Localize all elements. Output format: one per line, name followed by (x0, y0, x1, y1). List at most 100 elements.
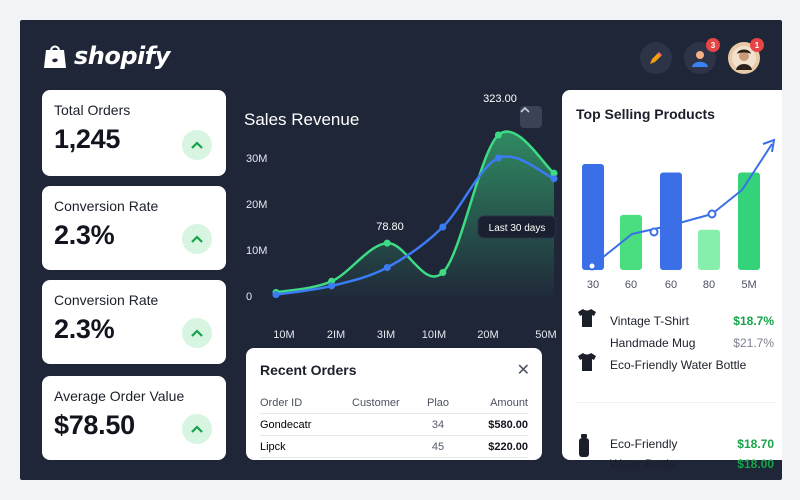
tshirt-icon (576, 308, 602, 334)
col-order-id: Order ID (260, 396, 303, 409)
metric-value: 2.3% (54, 314, 115, 344)
sales-title: Sales Revenue (244, 110, 360, 129)
data-point[interactable] (272, 291, 280, 299)
product-item[interactable]: Handmade Mug $21.7% (576, 330, 774, 356)
notification-badge: 3 (706, 38, 720, 52)
trend-point (649, 227, 659, 237)
bottle-icon (576, 434, 602, 460)
trend-point (587, 261, 597, 271)
brand-name: shopify (74, 42, 170, 70)
trend-line (591, 143, 773, 267)
table-row[interactable]: Gondecatr 34 $580.00 (260, 414, 528, 436)
series-area (276, 131, 554, 296)
product-bar[interactable] (620, 214, 642, 270)
product-value-line: $18.00 (737, 457, 774, 471)
metric-card-conversion-rate-2[interactable]: Conversion Rate 2.3% (42, 280, 226, 364)
trend-up-icon (182, 224, 212, 254)
range-pill[interactable] (477, 215, 557, 239)
product-item[interactable]: Eco-Friendly Water Bottle (576, 352, 780, 378)
bar-label: 80 (703, 279, 715, 291)
y-tick-label: 30M (246, 153, 267, 165)
order-amount: $220.00 (488, 440, 528, 453)
data-point[interactable] (383, 239, 391, 247)
product-name: Handmade Mug (610, 336, 696, 350)
peak-tooltip: 323.00 (483, 93, 517, 105)
data-point[interactable] (328, 282, 336, 290)
product-bar[interactable] (582, 164, 604, 270)
col-customer: Customer (352, 396, 400, 409)
user-avatar[interactable]: 3 (684, 38, 720, 74)
order-id: Lipck (260, 440, 286, 453)
collapse-button[interactable] (520, 106, 542, 128)
data-point[interactable] (550, 169, 558, 177)
product-name-line: Water Bottle (610, 457, 676, 471)
profile-avatar[interactable]: 1 (728, 38, 764, 74)
product-name: Eco-Friendly Water Bottle (610, 434, 724, 474)
product-item[interactable]: Vintage T-Shirt $18.7% (576, 308, 774, 334)
point-tooltip: 78.80 (376, 221, 404, 233)
top-selling-title: Top Selling Products (576, 106, 715, 122)
product-value: $21.7% (733, 336, 774, 350)
product-bar[interactable] (698, 229, 720, 270)
close-icon[interactable]: ✕ (516, 362, 530, 379)
metric-card-conversion-rate[interactable]: Conversion Rate 2.3% (42, 186, 226, 270)
bar-label: 60 (665, 279, 677, 291)
trend-up-icon (182, 130, 212, 160)
product-item[interactable]: Eco-Friendly Water Bottle $18.70 $18.00 (576, 434, 774, 474)
order-id: Gondecatr (260, 418, 312, 431)
metric-value: $78.50 (54, 410, 135, 440)
top-selling-card: 30 60 60 80 5M Top Selling Products Vintage … (562, 90, 782, 471)
bar-label: 30 (587, 279, 599, 291)
product-value: $18.7% (733, 314, 774, 328)
metric-value: 2.3% (54, 220, 115, 250)
tshirt-icon (576, 352, 602, 378)
product-name-line: Eco-Friendly (610, 437, 678, 451)
metric-label: Average Order Value (54, 388, 185, 404)
data-point[interactable] (550, 175, 558, 183)
range-label: Last 30 days (489, 223, 546, 234)
trend-up-icon (182, 414, 212, 444)
data-point[interactable] (383, 263, 391, 271)
top-icons: 3 1 (640, 38, 764, 74)
x-tick-label: 20M (477, 329, 498, 341)
product-bar[interactable] (660, 172, 682, 270)
y-tick-label: 20M (246, 199, 267, 211)
pencil-icon[interactable] (640, 42, 672, 74)
data-point[interactable] (494, 154, 502, 162)
trend-up-icon (182, 318, 212, 348)
notification-badge: 1 (750, 38, 764, 52)
y-tick-label: 10M (246, 245, 267, 257)
product-name: Vintage T-Shirt (610, 314, 689, 328)
data-point[interactable] (439, 269, 447, 277)
orders-table: Order ID Customer Plao Amount Gondecatr … (260, 392, 528, 458)
metric-label: Conversion Rate (54, 292, 159, 308)
order-qty: 45 (431, 440, 445, 453)
x-tick-label: 50M (535, 329, 556, 341)
shopping-bag-icon (44, 45, 66, 68)
product-value: $18.70 $18.00 (724, 434, 774, 474)
top-bar: shopify 3 1 (20, 20, 782, 92)
table-header: Order ID Customer Plao Amount (260, 392, 528, 414)
data-point[interactable] (439, 223, 447, 231)
brand-logo[interactable]: shopify (42, 42, 170, 70)
product-value-line: $18.70 (737, 437, 774, 451)
dashboard-frame: shopify 3 1 Total Orders 1,245 Conversio… (20, 20, 782, 480)
trend-arrow-icon (762, 138, 776, 153)
metric-label: Conversion Rate (54, 198, 159, 214)
data-point[interactable] (494, 131, 502, 139)
metric-value: 1,245 (54, 124, 121, 154)
metric-label: Total Orders (54, 102, 131, 118)
product-bar[interactable] (738, 172, 760, 270)
sales-revenue-panel: 0 10M 20M 30M 10M 2IM 3IM 10IM 20M 50M 323.00 78.80… (226, 92, 562, 350)
x-tick-label: 10IM (422, 329, 446, 341)
bar-label: 5M (741, 279, 756, 291)
metric-card-total-orders[interactable]: Total Orders 1,245 (42, 90, 226, 176)
order-amount: $580.00 (488, 418, 528, 431)
x-tick-label: 3IM (377, 329, 395, 341)
order-qty: 34 (431, 418, 445, 431)
table-row[interactable]: Lipck 45 $220.00 (260, 436, 528, 458)
trend-point (707, 209, 717, 219)
metric-card-average-order-value[interactable]: Average Order Value $78.50 (42, 376, 226, 460)
bar-label: 60 (625, 279, 637, 291)
divider (576, 402, 776, 403)
